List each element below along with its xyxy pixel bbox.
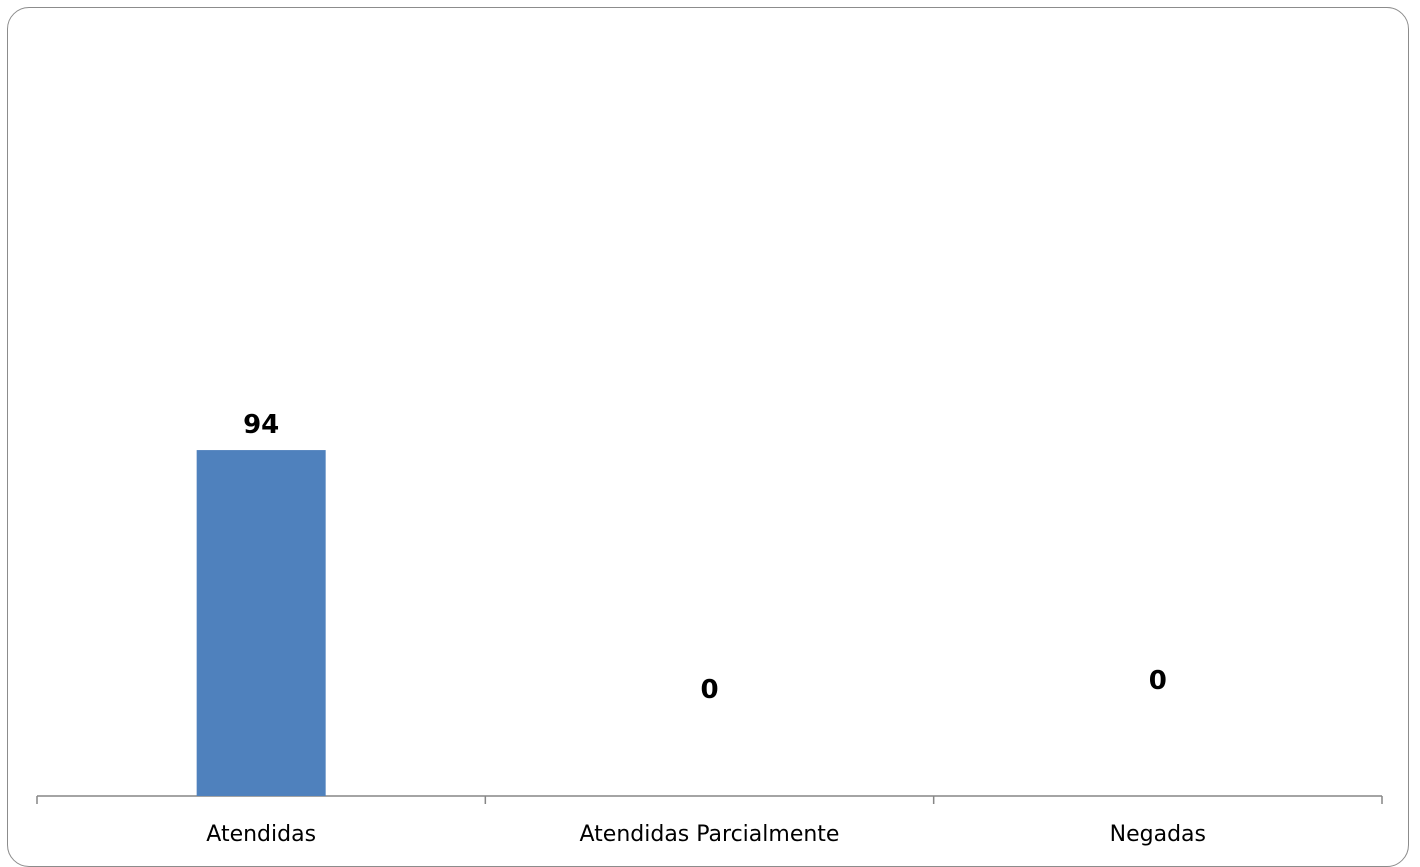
x-axis-ticks: [37, 796, 1382, 804]
data-label: 0: [1149, 666, 1167, 696]
bars-group: [197, 450, 326, 796]
category-label: Negadas: [1110, 822, 1206, 847]
category-label: Atendidas: [206, 822, 316, 847]
category-labels-group: Atendidas Atendidas Parcialmente Negadas: [206, 822, 1206, 847]
data-labels-group: 94 0 0: [243, 410, 1167, 705]
bar: [197, 450, 326, 796]
category-label: Atendidas Parcialmente: [580, 822, 840, 847]
data-label: 0: [700, 675, 718, 705]
data-label: 94: [243, 410, 279, 440]
